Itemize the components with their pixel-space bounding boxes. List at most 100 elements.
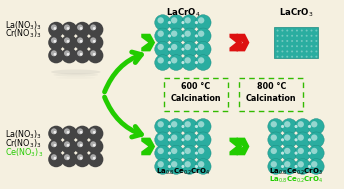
Circle shape: [61, 152, 77, 167]
Circle shape: [168, 159, 184, 174]
Circle shape: [281, 29, 283, 32]
Text: La(NO$_3$)$_3$: La(NO$_3$)$_3$: [6, 129, 42, 141]
Circle shape: [61, 22, 77, 37]
Text: LaCrO$_4$: LaCrO$_4$: [165, 6, 200, 19]
Circle shape: [168, 132, 184, 148]
Circle shape: [311, 161, 318, 167]
Circle shape: [281, 119, 297, 134]
Circle shape: [168, 138, 171, 141]
Circle shape: [301, 29, 303, 32]
Circle shape: [281, 152, 284, 155]
Circle shape: [281, 159, 297, 174]
Circle shape: [181, 138, 184, 141]
Circle shape: [301, 56, 303, 58]
Circle shape: [155, 41, 171, 57]
Circle shape: [195, 21, 198, 24]
Circle shape: [198, 31, 204, 37]
Circle shape: [184, 44, 191, 50]
Circle shape: [155, 119, 171, 134]
Circle shape: [281, 132, 297, 148]
Polygon shape: [141, 138, 155, 155]
Circle shape: [281, 45, 283, 47]
Circle shape: [181, 48, 184, 51]
Polygon shape: [237, 34, 249, 51]
Circle shape: [54, 131, 56, 134]
Circle shape: [195, 152, 198, 155]
Circle shape: [90, 141, 96, 147]
Bar: [239, 78, 303, 111]
Polygon shape: [237, 138, 249, 155]
Circle shape: [306, 56, 308, 58]
Circle shape: [171, 134, 178, 141]
Circle shape: [315, 40, 318, 42]
Circle shape: [268, 119, 284, 134]
Circle shape: [195, 15, 211, 30]
Circle shape: [195, 28, 211, 44]
Circle shape: [181, 21, 184, 24]
Circle shape: [184, 31, 191, 37]
Circle shape: [87, 152, 103, 167]
Circle shape: [77, 154, 83, 160]
Circle shape: [51, 128, 57, 134]
Circle shape: [67, 27, 69, 30]
Circle shape: [90, 24, 96, 30]
Circle shape: [281, 165, 284, 168]
Circle shape: [308, 145, 324, 161]
Circle shape: [281, 125, 284, 128]
Circle shape: [168, 21, 171, 24]
Circle shape: [271, 161, 277, 167]
Circle shape: [171, 57, 178, 64]
Circle shape: [48, 35, 64, 50]
Circle shape: [54, 144, 56, 147]
Circle shape: [61, 35, 77, 50]
Circle shape: [155, 159, 171, 174]
Circle shape: [77, 24, 83, 30]
Circle shape: [77, 128, 83, 134]
Circle shape: [61, 139, 77, 154]
Circle shape: [198, 148, 204, 154]
Circle shape: [171, 148, 178, 154]
Circle shape: [171, 17, 178, 23]
Circle shape: [286, 45, 288, 47]
Circle shape: [271, 121, 277, 127]
Circle shape: [277, 50, 279, 52]
Circle shape: [80, 157, 83, 160]
Circle shape: [80, 53, 83, 56]
Circle shape: [74, 152, 90, 167]
Circle shape: [182, 15, 197, 30]
Circle shape: [296, 29, 298, 32]
Text: Ce(NO$_3$)$_3$: Ce(NO$_3$)$_3$: [6, 146, 44, 159]
Circle shape: [277, 40, 279, 42]
Circle shape: [315, 50, 318, 52]
Circle shape: [90, 154, 96, 160]
Circle shape: [184, 17, 191, 23]
Text: La$_{0.8}$Ce$_{0.2}$CrO$_4$: La$_{0.8}$Ce$_{0.2}$CrO$_4$: [269, 175, 323, 185]
Circle shape: [311, 45, 312, 47]
Circle shape: [195, 119, 211, 134]
Circle shape: [168, 125, 171, 128]
Circle shape: [184, 134, 191, 141]
Circle shape: [51, 24, 57, 30]
Circle shape: [182, 41, 197, 57]
Circle shape: [296, 40, 298, 42]
Circle shape: [158, 161, 164, 167]
Circle shape: [308, 132, 324, 148]
Circle shape: [93, 27, 96, 30]
Circle shape: [51, 154, 57, 160]
Circle shape: [198, 17, 204, 23]
Ellipse shape: [53, 73, 98, 77]
Circle shape: [80, 144, 83, 147]
Circle shape: [308, 152, 311, 155]
Circle shape: [181, 125, 184, 128]
Circle shape: [311, 40, 312, 42]
Ellipse shape: [51, 70, 100, 74]
Circle shape: [198, 121, 204, 127]
Circle shape: [195, 165, 198, 168]
Circle shape: [158, 57, 164, 64]
Circle shape: [67, 144, 69, 147]
Circle shape: [64, 24, 70, 30]
Circle shape: [184, 121, 191, 127]
Circle shape: [90, 128, 96, 134]
Bar: [164, 78, 227, 111]
Circle shape: [67, 40, 69, 43]
